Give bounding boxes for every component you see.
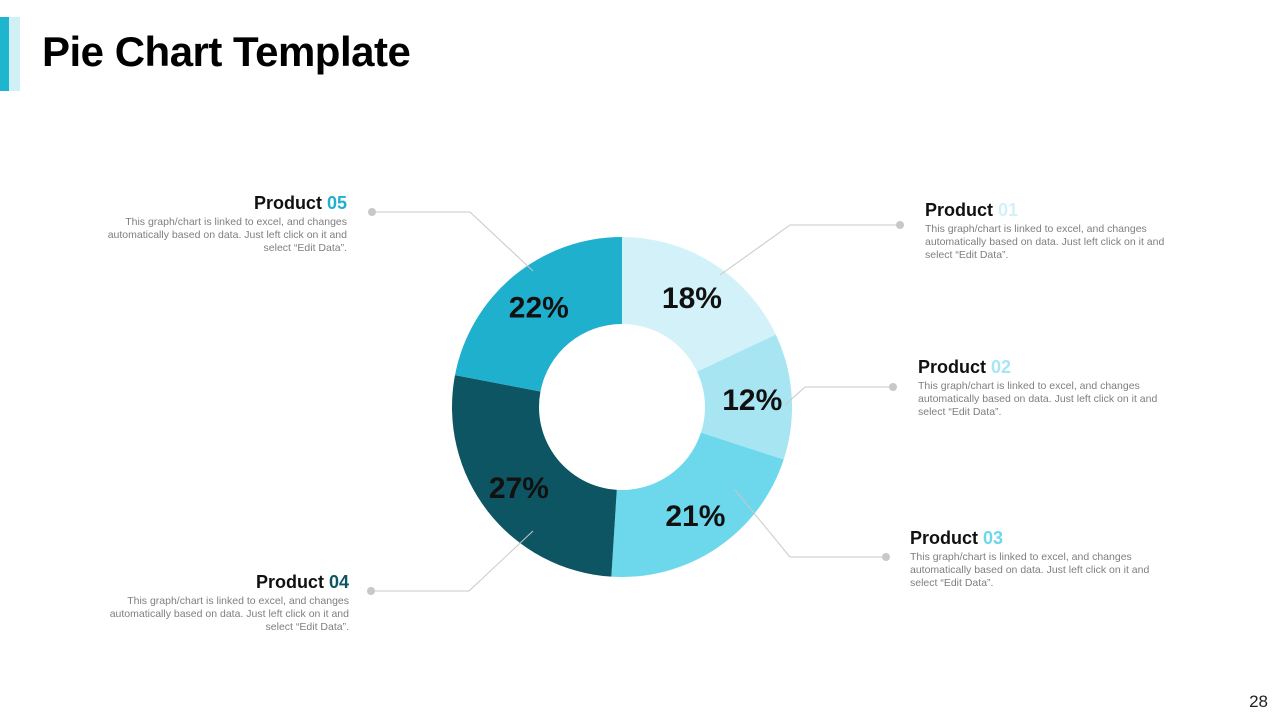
leader-dot-product-01 [896,221,904,229]
page-number: 28 [1249,692,1268,711]
donut-slice-product-02 [697,334,792,460]
callout-product-number: 05 [326,193,347,213]
callout-product-name: Product [925,200,994,220]
callout-description: This graph/chart is linked to excel, and… [910,551,1150,589]
callout-title: Product 05 [87,193,347,213]
title-accent-bar-light [9,17,20,91]
percent-label-product-02: 12% [722,384,782,417]
callout-product-03: Product 03 This graph/chart is linked to… [910,528,1170,590]
percent-label-product-05: 22% [509,291,569,324]
leader-line-product-01 [719,224,900,276]
callout-product-name: Product [918,357,987,377]
percent-label-product-01: 18% [662,282,722,315]
donut-slice-product-04 [452,375,617,577]
leader-line-product-03 [734,489,886,558]
callout-product-05: Product 05 This graph/chart is linked to… [87,193,347,255]
percent-label-product-03: 21% [665,500,725,533]
leader-dot-product-03 [882,553,890,561]
callout-description: This graph/chart is linked to excel, and… [918,380,1158,418]
page-title: Pie Chart Template [42,28,411,75]
callout-product-name: Product [255,572,324,592]
callout-title: Product 02 [918,357,1178,377]
callout-product-01: Product 01 This graph/chart is linked to… [925,200,1185,262]
callout-product-number: 01 [998,200,1019,220]
callout-title: Product 01 [925,200,1185,220]
callout-product-name: Product [253,193,322,213]
leader-dot-product-04 [367,587,375,595]
leader-dot-product-05 [368,208,376,216]
donut-slice-product-01 [622,237,776,372]
callout-product-name: Product [910,528,979,548]
callout-product-number: 03 [983,528,1004,548]
leader-line-product-05 [372,211,534,272]
callout-product-02: Product 02 This graph/chart is linked to… [918,357,1178,419]
leader-dot-product-02 [889,383,897,391]
callout-product-number: 04 [328,572,349,592]
callout-title: Product 03 [910,528,1170,548]
percent-label-product-04: 27% [489,472,549,505]
callout-title: Product 04 [89,572,349,592]
callout-product-number: 02 [991,357,1012,377]
callout-product-04: Product 04 This graph/chart is linked to… [89,572,349,634]
donut-slice-product-03 [611,432,784,577]
donut-slice-product-05 [455,237,622,392]
leader-line-product-02 [784,386,893,406]
callout-description: This graph/chart is linked to excel, and… [925,223,1165,261]
leader-line-product-04 [371,530,534,592]
callout-description: This graph/chart is linked to excel, and… [109,595,349,633]
title-accent-bar [0,17,9,91]
callout-description: This graph/chart is linked to excel, and… [107,216,347,254]
